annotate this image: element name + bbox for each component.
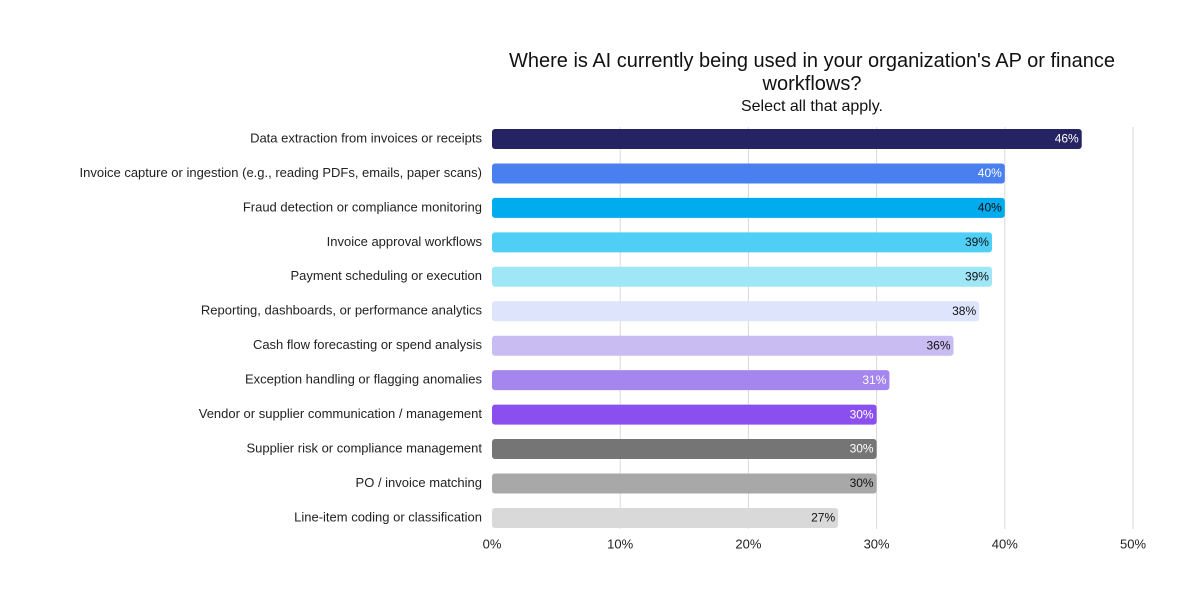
category-label: Data extraction from invoices or receipt…: [250, 130, 482, 145]
x-tick-label: 40%: [992, 536, 1018, 551]
bar: [492, 370, 890, 391]
bar: [492, 404, 877, 425]
category-label: Fraud detection or compliance monitoring: [243, 199, 482, 214]
data-label: 38%: [952, 304, 976, 318]
category-label: Line-item coding or classification: [294, 509, 482, 524]
category-label: Invoice capture or ingestion (e.g., read…: [80, 165, 482, 180]
grid-layer: [619, 127, 1134, 529]
category-label: Payment scheduling or execution: [290, 268, 482, 283]
chart-subtitle: Select all that apply.: [740, 98, 883, 115]
bar: [492, 439, 877, 460]
category-label: Cash flow forecasting or spend analysis: [253, 337, 483, 352]
bar: [492, 335, 954, 356]
bar: [492, 232, 992, 253]
category-label: Vendor or supplier communication / manag…: [199, 406, 483, 421]
data-label: 31%: [862, 373, 886, 387]
x-tick-label: 30%: [864, 536, 890, 551]
bar: [492, 163, 1005, 184]
chart-title: Where is AI currently being used in your…: [508, 50, 1115, 95]
category-label: Reporting, dashboards, or performance an…: [201, 303, 483, 318]
data-label: 46%: [1055, 132, 1079, 146]
bar: [492, 129, 1082, 149]
category-label: Supplier risk or compliance management: [246, 440, 482, 455]
x-tick-label: 50%: [1120, 536, 1146, 551]
category-label: PO / invoice matching: [356, 475, 482, 490]
data-label: 30%: [850, 476, 874, 490]
data-label: 39%: [965, 235, 989, 249]
data-label: 30%: [850, 442, 874, 456]
x-tick-label: 10%: [607, 536, 633, 551]
data-label: 40%: [978, 166, 1002, 180]
data-label: 39%: [965, 269, 989, 283]
x-tick-label: 20%: [735, 536, 761, 551]
bar-layer: [492, 129, 1082, 528]
data-label: 36%: [926, 338, 950, 352]
data-label: 40%: [978, 201, 1002, 215]
data-label: 27%: [811, 511, 835, 525]
bar: [492, 197, 1005, 218]
x-tick-label: 0%: [483, 536, 502, 551]
bar: [492, 301, 980, 322]
data-label: 30%: [850, 407, 874, 421]
label-layer: 0% 10% 20% 30% 40% 50% 46% Data extraction from…: [80, 130, 1147, 551]
bar: [492, 507, 839, 528]
category-label: Exception handling or flagging anomalies: [245, 372, 483, 387]
bar: [492, 473, 877, 494]
bar: [492, 266, 992, 287]
category-label: Invoice approval workflows: [327, 234, 483, 249]
